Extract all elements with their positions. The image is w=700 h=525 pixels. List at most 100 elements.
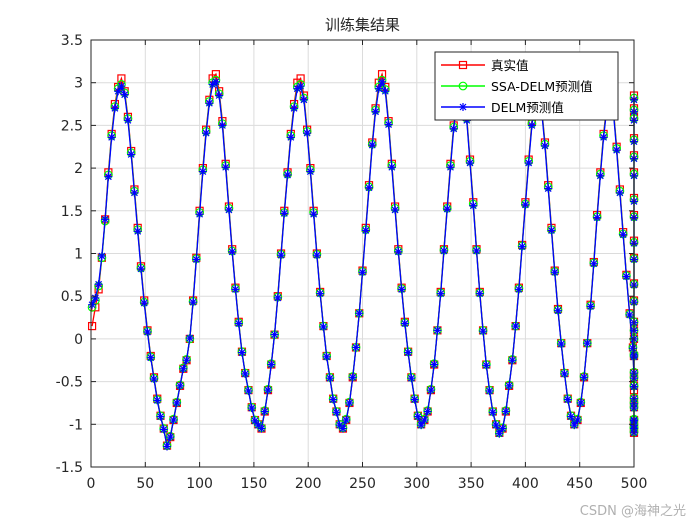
- data-point: [296, 82, 305, 91]
- data-point: [133, 227, 142, 236]
- data-point: [120, 90, 129, 99]
- data-point: [619, 230, 628, 239]
- asterisk-stroke: [225, 206, 233, 214]
- asterisk-stroke: [551, 268, 559, 276]
- asterisk-stroke: [570, 421, 578, 429]
- asterisk-stroke: [127, 151, 135, 158]
- asterisk-stroke: [372, 108, 379, 116]
- asterisk-stroke: [121, 91, 129, 99]
- watermark: CSDN @海神之光: [579, 504, 686, 519]
- asterisk-stroke: [228, 248, 236, 256]
- asterisk-stroke: [580, 373, 588, 381]
- data-point: [514, 285, 523, 294]
- asterisk-stroke: [381, 87, 389, 95]
- x-tick-label: 200: [295, 476, 322, 492]
- asterisk-stroke: [437, 290, 445, 298]
- asterisk-stroke: [144, 328, 151, 336]
- data-point: [290, 104, 299, 113]
- data-point: [508, 356, 517, 365]
- legend-marker: [458, 60, 468, 70]
- data-point: [234, 319, 243, 328]
- asterisk-stroke: [489, 408, 497, 416]
- data-point: [361, 226, 370, 235]
- data-point: [628, 344, 637, 353]
- asterisk-stroke: [587, 303, 594, 310]
- data-point: [280, 209, 289, 218]
- data-point: [430, 360, 439, 369]
- asterisk-stroke: [306, 168, 314, 175]
- y-tick-label: 1: [74, 247, 83, 263]
- data-point: [377, 70, 387, 79]
- data-point: [237, 348, 246, 357]
- data-point: [215, 91, 224, 100]
- x-tick-label: 100: [186, 476, 213, 492]
- asterisk-stroke: [427, 386, 435, 394]
- asterisk-stroke: [417, 421, 425, 429]
- data-point: [384, 120, 393, 129]
- data-point: [198, 167, 207, 176]
- data-point: [479, 327, 488, 336]
- data-point: [488, 408, 497, 417]
- data-point: [615, 188, 624, 197]
- asterisk-stroke: [430, 361, 438, 368]
- asterisk-stroke: [274, 294, 282, 302]
- asterisk-stroke: [548, 227, 555, 234]
- asterisk-stroke: [91, 294, 99, 302]
- asterisk-stroke: [336, 421, 344, 429]
- asterisk-stroke: [251, 417, 259, 425]
- asterisk-stroke: [512, 322, 520, 330]
- asterisk-stroke: [212, 78, 220, 86]
- asterisk-stroke: [137, 265, 145, 273]
- data-point: [163, 442, 172, 451]
- data-point: [296, 74, 305, 83]
- asterisk-stroke: [232, 285, 239, 293]
- data-point: [303, 129, 312, 138]
- asterisk-stroke: [368, 141, 376, 149]
- asterisk-stroke: [326, 374, 334, 382]
- asterisk-stroke: [440, 247, 448, 255]
- data-point: [211, 77, 220, 86]
- asterisk-stroke: [385, 121, 392, 128]
- asterisk-stroke: [235, 320, 243, 327]
- data-point: [267, 360, 276, 369]
- data-point: [110, 104, 119, 113]
- asterisk-stroke: [414, 413, 422, 421]
- data-point: [130, 188, 139, 197]
- data-point: [228, 247, 237, 256]
- asterisk-stroke: [173, 399, 181, 407]
- data-point: [524, 158, 533, 167]
- asterisk-stroke: [443, 205, 451, 213]
- data-point: [407, 374, 416, 383]
- asterisk-stroke: [199, 168, 207, 175]
- data-point: [264, 386, 273, 395]
- asterisk-stroke: [626, 311, 634, 319]
- asterisk-stroke: [134, 227, 142, 235]
- asterisk-stroke: [407, 374, 415, 382]
- data-point: [348, 373, 357, 382]
- y-tick-label: -1: [69, 417, 83, 433]
- asterisk-stroke: [114, 87, 122, 95]
- asterisk-stroke: [359, 268, 366, 276]
- asterisk-stroke: [319, 323, 327, 331]
- data-point: [544, 184, 553, 193]
- data-point: [166, 433, 175, 442]
- asterisk-stroke: [590, 260, 598, 268]
- legend-label: SSA-DELM预测值: [491, 79, 593, 94]
- asterisk-stroke: [619, 231, 627, 239]
- asterisk-stroke: [567, 413, 575, 421]
- data-point: [417, 421, 426, 430]
- data-point: [319, 322, 328, 331]
- data-point: [309, 210, 318, 219]
- data-point: [593, 213, 602, 222]
- data-point: [446, 163, 455, 172]
- legend-label: DELM预测值: [491, 100, 564, 115]
- data-point: [277, 251, 286, 260]
- data-point: [179, 364, 188, 373]
- asterisk-stroke: [88, 301, 96, 309]
- data-point: [172, 398, 181, 407]
- asterisk-stroke: [424, 408, 432, 415]
- data-point: [596, 171, 605, 180]
- data-point: [241, 369, 250, 378]
- asterisk-stroke: [264, 386, 272, 394]
